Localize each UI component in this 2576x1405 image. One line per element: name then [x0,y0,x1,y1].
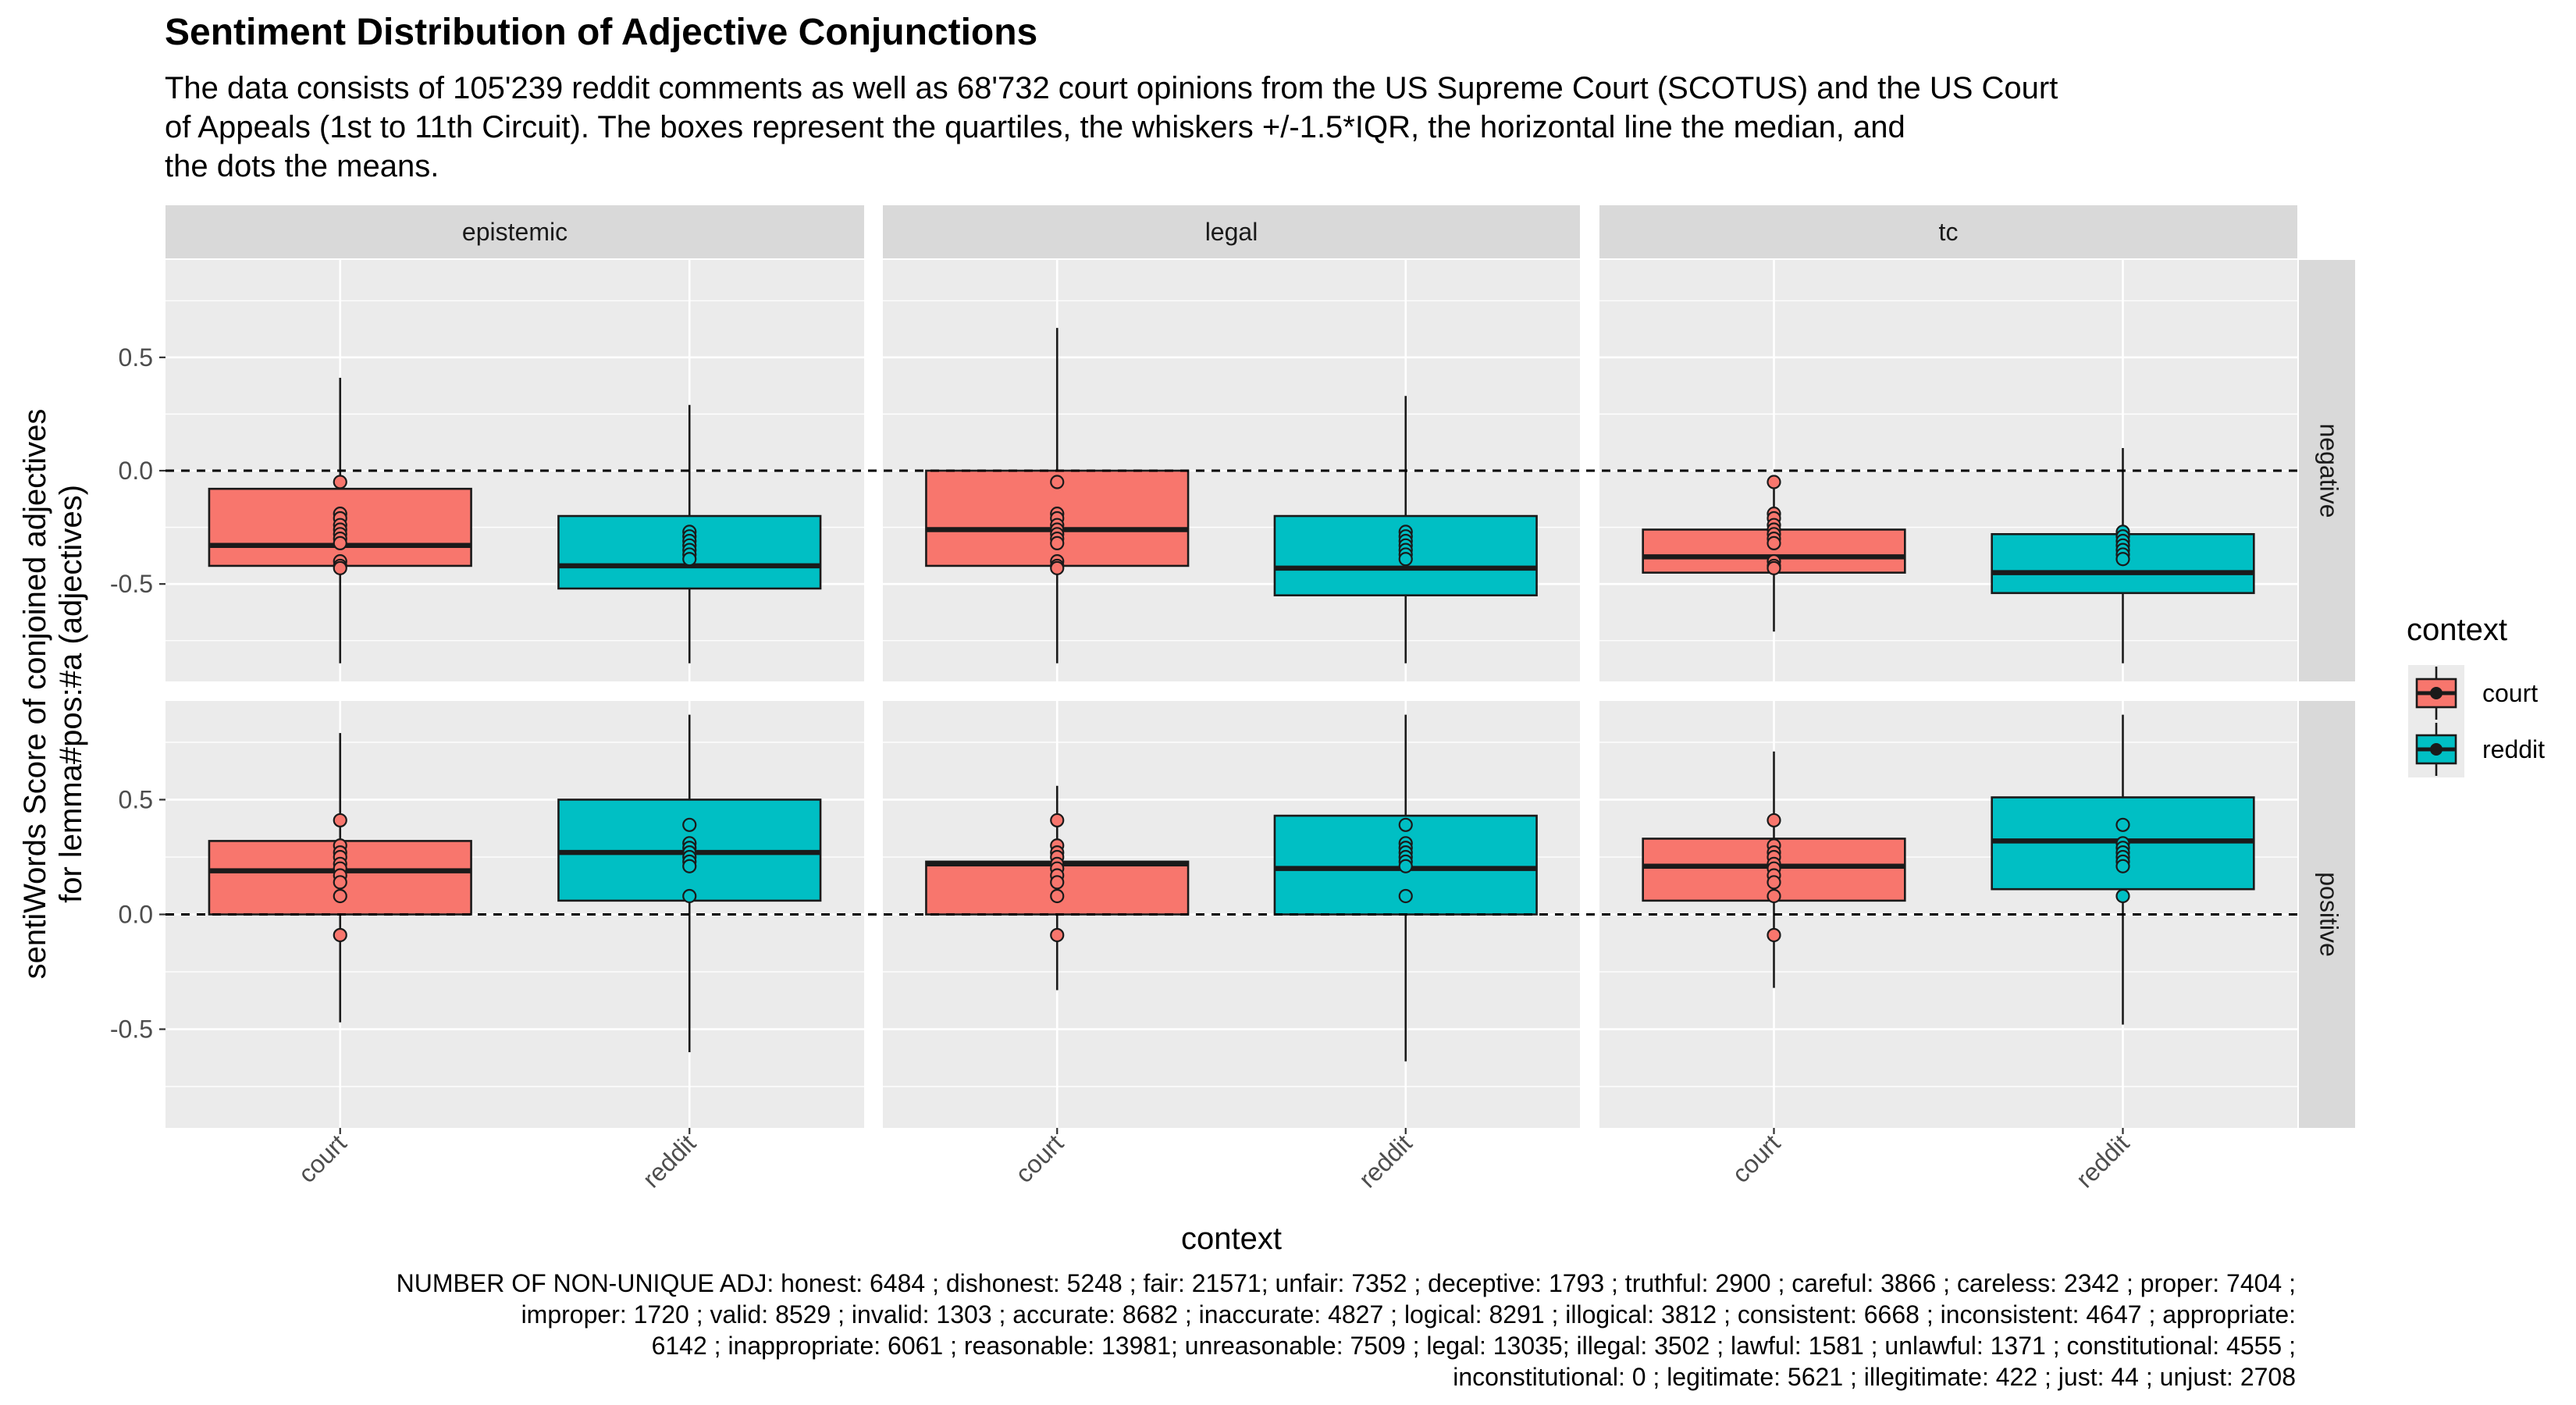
mean-point [1050,888,1065,904]
legend-label-court: court [2482,679,2538,707]
y-tick-label: -0.5 [110,1016,153,1044]
subtitle-line: the dots the means. [165,149,439,183]
mean-point [1767,927,1781,943]
mean-point [333,535,347,551]
mean-point [682,859,697,873]
facet-label-positive: positive [2315,872,2343,957]
y-tick-label: 0.0 [119,457,153,485]
mean-point [1767,813,1781,828]
mean-point [1398,552,1413,567]
mean-point [333,927,347,943]
mean-point [682,817,697,832]
mean-point [1767,875,1781,890]
facet-label-legal: legal [1205,218,1258,246]
facet-label-epistemic: epistemic [462,218,568,246]
legend-label-reddit: reddit [2482,735,2545,763]
caption-line: NUMBER OF NON-UNIQUE ADJ: honest: 6484 ;… [396,1269,2296,1297]
facet-strip [2299,260,2355,681]
mean-point [1050,813,1065,828]
mean-point [682,552,697,567]
x-tick-label-court: court [1727,1129,1786,1188]
facet-strip [2299,701,2355,1128]
facet-strip [883,205,1580,258]
x-tick-label-court: court [293,1129,352,1188]
mean-point [1767,888,1781,904]
mean-point [1398,817,1413,832]
y-tick-label: 0.0 [119,901,153,929]
caption-line: improper: 1720 ; valid: 8529 ; invalid: … [521,1300,2296,1329]
x-tick-label-court: court [1009,1129,1069,1188]
mean-point [1050,535,1065,551]
mean-point [682,888,697,904]
mean-point [333,560,347,575]
y-tick-label: 0.5 [119,343,153,372]
y-tick-label: -0.5 [110,570,153,598]
legend-title: context [2407,613,2507,647]
y-tick-label: 0.5 [119,785,153,813]
x-tick-label-reddit: reddit [1354,1129,1418,1193]
chart-subtitle: The data consists of 105'239 reddit comm… [165,69,2428,186]
subtitle-line: of Appeals (1st to 11th Circuit). The bo… [165,110,1905,144]
facet-label-tc: tc [1939,218,1959,246]
mean-point [2115,552,2130,567]
x-tick-label-reddit: reddit [637,1129,701,1193]
facet-strip [165,205,864,258]
mean-point [2115,859,2130,873]
mean-point [333,875,347,890]
mean-point [1050,475,1065,489]
mean-point [2115,888,2130,904]
facet-strip [1599,205,2297,258]
mean-point [333,475,347,489]
caption-line: 6142 ; inappropriate: 6061 ; reasonable:… [651,1332,2296,1360]
y-axis-title: sentiWords Score of conjoined adjectives [18,409,52,980]
mean-point [1398,888,1413,904]
facet-label-negative: negative [2315,424,2343,518]
mean-point [1767,560,1781,575]
legend-key-point [2430,743,2443,756]
mean-point [333,813,347,828]
mean-point [1050,560,1065,575]
mean-point [1398,859,1413,873]
mean-point [1050,927,1065,943]
y-axis-title-line2: for lemma#pos:#a (adjectives) [54,485,88,903]
mean-point [1050,875,1065,890]
x-tick-label-reddit: reddit [2070,1129,2134,1193]
x-axis-title: context [1181,1222,1282,1256]
subtitle-line: The data consists of 105'239 reddit comm… [165,71,2058,105]
caption-line: inconstitutional: 0 ; legitimate: 5621 ;… [1453,1363,2296,1391]
chart-title: Sentiment Distribution of Adjective Conj… [165,12,1038,53]
mean-point [1767,535,1781,551]
legend-key-point [2430,687,2443,699]
mean-point [2115,817,2130,832]
chart-caption: NUMBER OF NON-UNIQUE ADJ: honest: 6484 ;… [397,1268,2296,1393]
mean-point [333,888,347,904]
mean-point [1767,475,1781,489]
